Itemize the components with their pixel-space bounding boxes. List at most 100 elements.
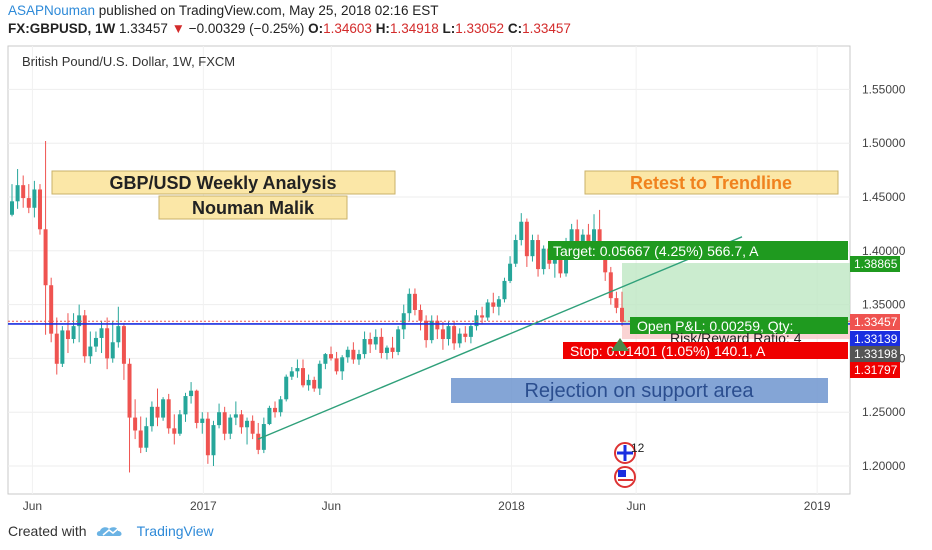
candle-body [295,368,300,372]
high-label: H: [375,21,390,36]
price-tag-text: 1.33198 [854,347,898,361]
candle-body [239,414,244,428]
candle-body [267,407,272,425]
candle-body [10,201,14,215]
candle-body [323,354,328,364]
candle-body [592,229,597,243]
candle-body [200,418,205,423]
candle-body [575,229,580,251]
candle-body [390,347,395,352]
candle-body [485,302,490,318]
y-tick-label: 1.25000 [862,405,906,419]
candle-body [233,414,238,418]
candle-body [217,412,222,426]
candle-body [328,354,333,359]
candle-body [608,272,613,299]
price-tag [850,314,900,330]
candle-body [340,357,345,372]
candle-body [166,399,171,429]
candle-body [597,229,602,251]
high-value: 1.34918 [389,21,439,36]
candle-body [189,390,194,397]
candle-body [502,280,507,300]
candle-body [491,302,496,307]
trend-line[interactable] [257,236,743,440]
price-tag [850,331,900,347]
candle-body [278,399,283,413]
candle-body [77,315,82,327]
candle-body [558,252,563,274]
y-tick-label: 1.20000 [862,459,906,473]
x-tick-label: 2017 [190,499,217,513]
open-label: O: [308,21,324,36]
rejection-text: Rejection on support area [524,380,754,402]
event-count: 12 [631,441,645,455]
symbol-label[interactable]: FX:GBPUSD, 1W [8,21,116,36]
price-chart[interactable]: British Pound/U.S. Dollar, 1W, FXCM GBP/… [0,0,932,520]
price-tag [850,362,900,378]
position-arrow-icon[interactable] [611,338,629,351]
candle-body [138,430,143,448]
candle-body [418,309,423,321]
candle-body [614,298,619,308]
candle-body [284,376,289,400]
x-axis[interactable]: Jun 2017 Jun 2018 Jun 2019 [23,499,831,513]
y-axis[interactable]: 1.550001.500001.450001.400001.350001.300… [862,82,906,473]
x-tick-label: 2019 [804,499,831,513]
candle-body [273,407,278,413]
candle-body [172,428,177,434]
price-tag-text: 1.33139 [854,332,898,346]
close-value: 1.33457 [522,21,571,36]
candle-body [250,420,255,434]
candle-body [463,333,468,337]
candle-body [446,326,451,340]
candle-body [228,417,233,434]
candle-body [519,221,524,241]
author-box-text: Nouman Malik [192,198,315,218]
tradingview-link[interactable]: TradingView [136,523,214,539]
x-tick-label: Jun [626,499,645,513]
symbol-info: FX:GBPUSD, 1W 1.33457 ▼ −0.00329 (−0.25%… [8,21,571,36]
candle-body [351,349,356,360]
candle-body [127,363,132,418]
candle-body [15,185,20,202]
author-box [158,195,348,220]
candle-body [37,189,42,230]
candle-body [301,368,306,386]
y-tick-label: 1.45000 [862,190,906,204]
candle-body [222,412,227,434]
price-tag [850,346,900,362]
retest-box-text: Retest to Trendline [630,173,792,193]
author-link[interactable]: ASAPNouman [8,3,96,18]
title-box-text: GBP/USD Weekly Analysis [109,173,336,193]
candle-body [401,313,406,330]
candle-body [312,379,317,389]
events-icon[interactable] [614,442,636,488]
candle-body [541,248,546,270]
candle-body [603,250,608,273]
created-with: Created with [8,523,87,539]
candle-body [317,363,322,389]
open-pl-label [630,317,848,334]
price-tag-text: 1.31797 [854,363,898,377]
candle-body [429,320,434,341]
tradingview-cloud-icon [96,527,122,536]
close-label: C: [507,21,523,36]
candle-body [440,329,445,340]
candle-body [82,315,87,357]
footer: Created with TradingView [8,523,214,539]
candle-body [396,329,401,352]
candle-body [54,333,59,364]
candle-body [468,326,473,337]
candles [10,141,624,473]
stop-label [563,342,848,359]
candle-body [245,420,250,428]
candle-body [480,315,485,318]
stop-text: Stop: 0.01401 (1.05%) 140.1, A [570,343,766,359]
candle-body [452,326,457,344]
candle-body [379,336,384,354]
candle-body [105,328,110,359]
candle-body [116,326,121,343]
candle-body [211,425,216,456]
candle-body [205,418,210,456]
